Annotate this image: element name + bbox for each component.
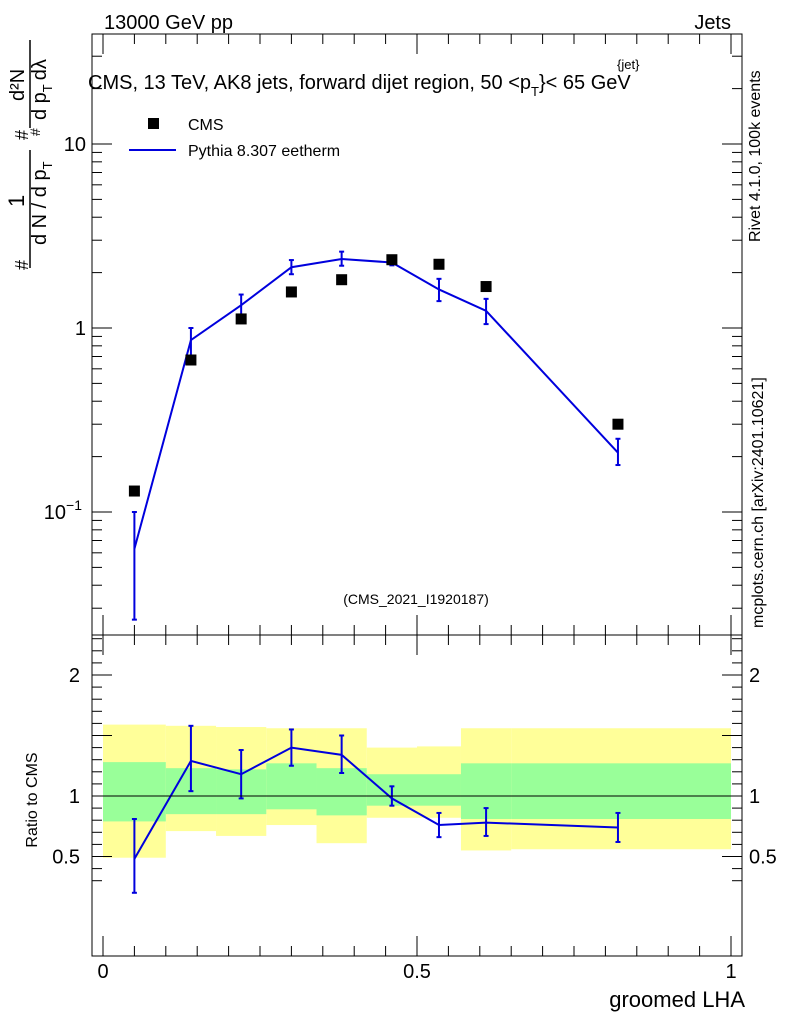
ratio-ytick-label-right-0: 0.5	[749, 847, 777, 869]
ratio-xtick-label-0: 0	[97, 961, 108, 983]
pythia-line	[133, 258, 619, 550]
ratio-panel: 0.5 0.51 12 2 0 0.5 1 Ratio to CMS groomed LH…	[24, 634, 777, 1012]
ratio-y-axis-label: Ratio to CMS	[24, 752, 41, 847]
main-data-layer	[128, 250, 624, 621]
legend-marker-cms	[148, 118, 159, 129]
ratio-ytick-label-right-2: 2	[749, 665, 760, 687]
ylabel-dn-dpt: d N / d pT	[29, 161, 55, 245]
ylabel-hash-1: #	[12, 260, 32, 270]
cms-data-point	[235, 313, 247, 325]
main-ytick-label-2: 10	[64, 134, 86, 156]
ylabel-one: 1	[4, 195, 29, 207]
legend: CMS Pythia 8.307 eetherm	[129, 117, 340, 160]
ratio-axes	[92, 635, 742, 956]
cms-data-point	[386, 254, 398, 266]
ratio-band-green	[266, 763, 317, 810]
ylabel-dpt-dlambda: d pTdλ	[29, 59, 55, 120]
main-ytick-label-base: 10	[44, 502, 66, 524]
ratio-ytick-label-left-1: 1	[69, 786, 80, 808]
cms-data-point	[612, 418, 624, 430]
main-y-axis-label: # 1 d N / d pT # d²N # d pTdλ	[4, 40, 55, 270]
legend-label-cms: CMS	[188, 117, 224, 134]
header-energy-label: 13000 GeV pp	[104, 12, 233, 34]
cms-data-point	[185, 354, 197, 366]
main-axes	[92, 34, 742, 635]
main-ytick-label-0: 10−1	[44, 497, 82, 524]
ylabel-hash-2: #	[12, 130, 32, 140]
mcplots-label: mcplots.cern.ch [arXiv:2401.10621]	[750, 377, 767, 628]
legend-label-pythia: Pythia 8.307 eetherm	[188, 143, 340, 160]
main-ytick-label-exp: −1	[66, 497, 82, 513]
plot-title: CMS, 13 TeV, AK8 jets, forward dijet reg…	[88, 72, 631, 99]
ratio-ytick-label-left-0: 0.5	[52, 847, 80, 869]
ratio-data-layer	[131, 724, 621, 894]
ratio-xtick-label-2: 1	[725, 961, 736, 983]
ratio-xtick-label-1: 0.5	[403, 961, 431, 983]
main-ytick-label-base: 1	[75, 318, 86, 340]
cms-data-point	[128, 485, 140, 497]
cms-data-point	[480, 281, 492, 293]
main-ytick-label-1: 1	[75, 318, 86, 340]
main-ytick-label-base: 10	[64, 134, 86, 156]
rivet-version-label: Rivet 4.1.0, 100k events	[747, 70, 764, 242]
ylabel-d2n: d²N	[7, 69, 29, 101]
x-axis-label: groomed LHA	[609, 987, 745, 1012]
ratio-ytick-labels: 0.5 0.5 1 1 2 2	[52, 665, 777, 869]
ratio-band-green	[417, 774, 461, 806]
cms-data-point	[336, 274, 348, 286]
ratio-band-green	[511, 763, 731, 819]
cms-data-point	[285, 286, 297, 298]
ratio-ytick-label-left-2: 2	[69, 665, 80, 687]
plot-title-superscript: {jet}	[617, 57, 640, 72]
header-jets-label: Jets	[694, 12, 731, 34]
ratio-uncertainty-bands	[103, 724, 731, 858]
ylabel-hash-3: #	[27, 128, 43, 136]
ratio-band-green	[316, 768, 367, 816]
cms-data-point	[433, 258, 445, 270]
ratio-ytick-label-right-1: 1	[749, 786, 760, 808]
analysis-watermark: (CMS_2021_I1920187)	[343, 591, 489, 607]
ratio-band-green	[103, 762, 166, 822]
ratio-xtick-labels: 0 0.5 1	[97, 961, 736, 983]
